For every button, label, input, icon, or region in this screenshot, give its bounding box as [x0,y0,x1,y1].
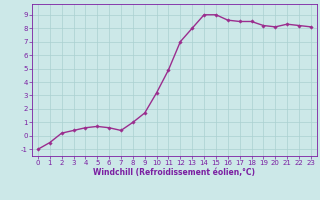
X-axis label: Windchill (Refroidissement éolien,°C): Windchill (Refroidissement éolien,°C) [93,168,255,177]
